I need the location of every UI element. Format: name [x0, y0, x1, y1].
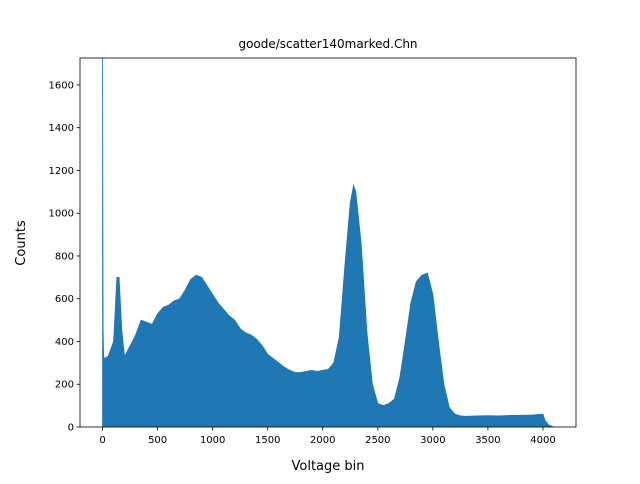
x-tick-label: 1500: [255, 435, 280, 446]
x-axis-label: Voltage bin: [292, 459, 365, 474]
x-tick-label: 1000: [200, 435, 225, 446]
y-tick-label: 1400: [49, 123, 74, 134]
y-axis-label: Counts: [14, 220, 29, 266]
plot-frame: [79, 57, 577, 428]
y-tick-label: 0: [68, 423, 74, 434]
y-tick-label: 200: [55, 380, 74, 391]
y-tick-label: 600: [55, 294, 74, 305]
x-tick-label: 2000: [310, 435, 335, 446]
y-tick-label: 800: [55, 251, 74, 262]
y-tick-label: 1000: [49, 209, 74, 220]
x-tick-label: 4000: [530, 435, 555, 446]
y-tick-label: 1600: [49, 80, 74, 91]
x-tick-label: 500: [148, 435, 167, 446]
y-tick-label: 400: [55, 337, 74, 348]
y-tick-label: 1200: [49, 166, 74, 177]
x-tick-label: 3500: [475, 435, 500, 446]
x-tick-label: 3000: [420, 435, 445, 446]
chart-title: goode/scatter140marked.Chn: [238, 37, 417, 51]
area: [102, 58, 554, 427]
x-tick-label: 2500: [365, 435, 390, 446]
x-tick-label: 0: [99, 435, 105, 446]
